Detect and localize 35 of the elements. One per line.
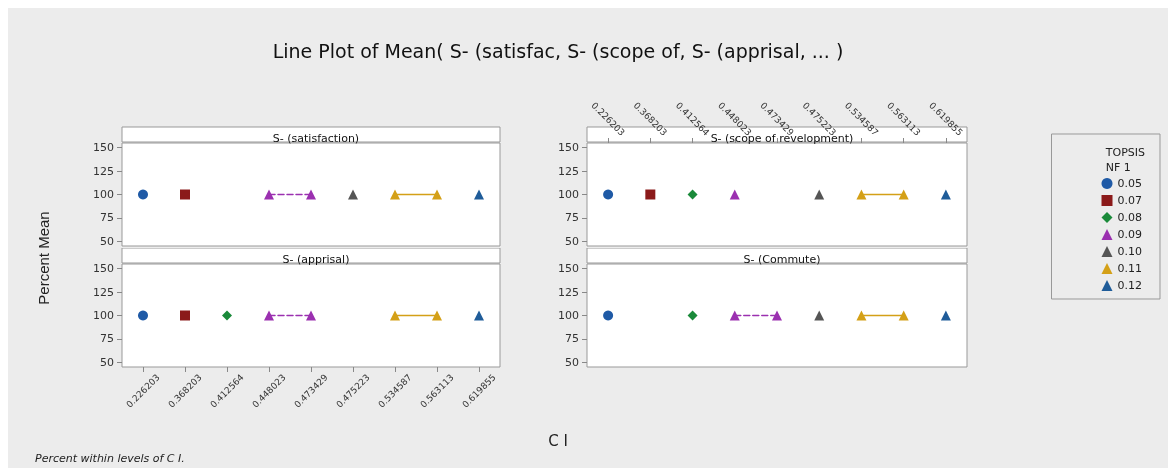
y-tick-label: 100: [558, 309, 579, 322]
legend-label: 0.11: [1117, 262, 1143, 275]
y-tick-label: 150: [558, 262, 579, 276]
legend-title: TOPSIS NF 1: [1104, 146, 1146, 174]
legend-label: 0.07: [1117, 194, 1143, 207]
y-tick-label: 150: [558, 141, 579, 155]
y-tick-label: 100: [93, 309, 114, 322]
y-tick-label: 150: [93, 141, 114, 155]
text: Line Plot of Mean( S- (satisfac, S- (scope of, S- (apprisal, ... ): [272, 39, 844, 62]
text: Percent within levels of C I.: [35, 452, 185, 465]
y-tick-label: 75: [100, 211, 114, 225]
text: Percent Mean: [34, 211, 52, 305]
y-tick-label: 100: [558, 188, 579, 201]
legend-label: 0.05: [1117, 177, 1143, 190]
chart-title: S- (apprisal): [282, 253, 350, 266]
y-tick-label: 125: [93, 164, 114, 178]
chart-title: S- (satisfaction): [272, 132, 360, 145]
y-tick-label: 125: [558, 285, 579, 299]
y-tick-label: 125: [558, 164, 579, 178]
legend-label: 0.08: [1117, 211, 1143, 224]
y-tick-label: 50: [565, 234, 579, 248]
y-tick-label: 50: [100, 355, 114, 369]
y-tick-label: 75: [565, 332, 579, 346]
legend-label: 0.09: [1117, 228, 1143, 241]
y-tick-label: 150: [93, 262, 114, 276]
y-tick-label: 50: [100, 234, 114, 248]
chart-title: S- (Commute): [743, 253, 821, 266]
legend-label: 0.10: [1117, 245, 1143, 258]
y-tick-label: 125: [93, 285, 114, 299]
y-tick-label: 75: [565, 211, 579, 225]
y-tick-label: 100: [93, 188, 114, 201]
y-tick-label: 75: [100, 332, 114, 346]
text: C I: [548, 431, 568, 450]
y-tick-label: 50: [565, 355, 579, 369]
legend-label: 0.12: [1117, 279, 1143, 292]
